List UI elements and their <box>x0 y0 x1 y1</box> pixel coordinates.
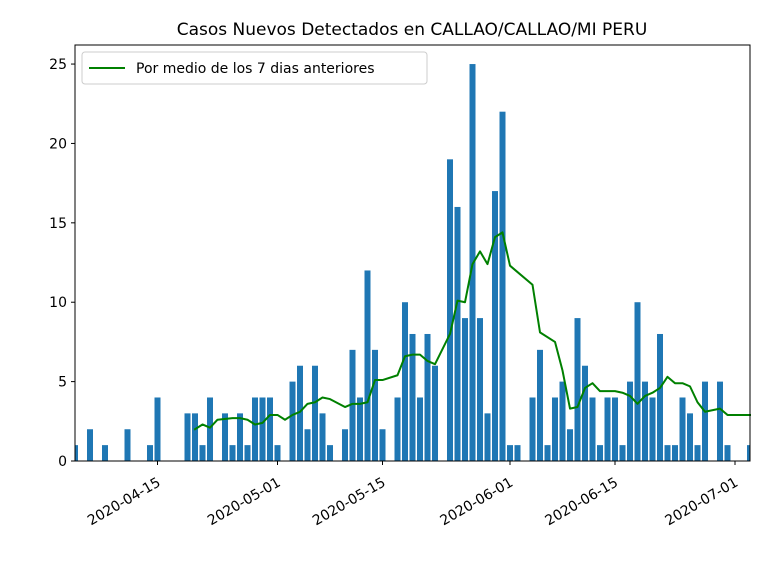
bar <box>319 413 326 461</box>
bar <box>634 302 641 461</box>
bar <box>237 413 243 461</box>
bar <box>462 318 468 461</box>
bar <box>627 381 633 461</box>
bar <box>207 397 213 461</box>
bar <box>477 318 483 461</box>
chart-title: Casos Nuevos Detectados en CALLAO/CALLAO… <box>177 20 648 40</box>
legend-label: Por medio de los 7 dias anteriores <box>136 61 375 77</box>
bar <box>267 397 273 461</box>
bar <box>274 445 281 461</box>
bar <box>507 445 513 461</box>
bar <box>657 333 663 461</box>
line-layer <box>193 231 751 431</box>
bars-layer <box>75 64 750 462</box>
bar <box>229 445 236 461</box>
y-tick-label: 5 <box>58 375 67 391</box>
x-tick-label: 2020-05-01 <box>205 475 283 530</box>
bar <box>664 445 671 461</box>
y-tick-label: 20 <box>49 136 67 152</box>
bar <box>612 397 618 461</box>
bar <box>582 365 588 461</box>
bar <box>154 397 161 461</box>
bar <box>184 413 191 461</box>
bar <box>75 445 78 461</box>
bar <box>304 429 311 461</box>
bar <box>552 397 558 461</box>
bar <box>559 381 566 461</box>
bar <box>642 381 648 461</box>
x-tick-label: 2020-07-01 <box>663 475 741 530</box>
bar <box>342 429 348 461</box>
bar <box>312 365 318 461</box>
bar <box>687 413 693 461</box>
bar <box>87 429 93 461</box>
bar <box>747 445 750 461</box>
bar <box>147 445 153 461</box>
bar <box>529 397 536 461</box>
plot-frame <box>74 44 751 462</box>
bar <box>454 206 461 461</box>
bar <box>192 413 198 461</box>
bar <box>297 365 303 461</box>
bar <box>432 365 438 461</box>
bar <box>679 397 686 461</box>
bar <box>604 397 611 461</box>
bar <box>259 397 266 461</box>
legend-box <box>81 51 428 85</box>
bar <box>574 318 581 461</box>
x-tick-label: 2020-06-01 <box>438 475 516 530</box>
x-axis: 2020-04-15 2020-05-01 2020-05-15 2020-06-01… <box>85 461 741 529</box>
y-tick-label: 10 <box>49 295 67 311</box>
bar <box>424 333 431 461</box>
bar <box>289 381 296 461</box>
bar <box>364 270 371 461</box>
bar <box>597 445 603 461</box>
bar <box>484 413 491 461</box>
bar <box>372 349 378 461</box>
bar <box>717 381 723 461</box>
bar <box>649 397 656 461</box>
bar <box>124 429 131 461</box>
bar <box>619 445 626 461</box>
bar <box>379 429 386 461</box>
bar <box>537 349 543 461</box>
bar <box>349 349 356 461</box>
y-tick-label: 0 <box>58 454 67 470</box>
bar <box>672 445 678 461</box>
bar <box>492 191 498 461</box>
bar <box>199 445 206 461</box>
x-tick-label: 2020-04-15 <box>85 475 163 530</box>
bar <box>102 445 108 461</box>
legend: Por medio de los 7 dias anteriores <box>81 51 428 85</box>
bar <box>417 397 423 461</box>
x-tick-label: 2020-05-15 <box>310 475 388 530</box>
bar <box>694 445 701 461</box>
bar <box>394 397 401 461</box>
bar <box>544 445 551 461</box>
bar <box>567 429 573 461</box>
bar <box>402 302 408 461</box>
bar <box>409 333 416 461</box>
bar <box>252 397 258 461</box>
bar <box>327 445 333 461</box>
bar <box>357 397 363 461</box>
bar <box>514 445 521 461</box>
bar <box>724 445 731 461</box>
y-tick-label: 25 <box>49 57 67 73</box>
x-tick-label: 2020-06-15 <box>543 475 621 530</box>
bar <box>222 413 228 461</box>
y-tick-label: 15 <box>49 216 67 232</box>
y-axis: 0 5 10 15 20 25 <box>49 57 75 470</box>
series-line <box>193 231 751 431</box>
bar <box>589 397 596 461</box>
bar <box>702 381 708 461</box>
bar <box>499 111 506 462</box>
bar <box>244 445 251 461</box>
bar <box>447 159 453 461</box>
